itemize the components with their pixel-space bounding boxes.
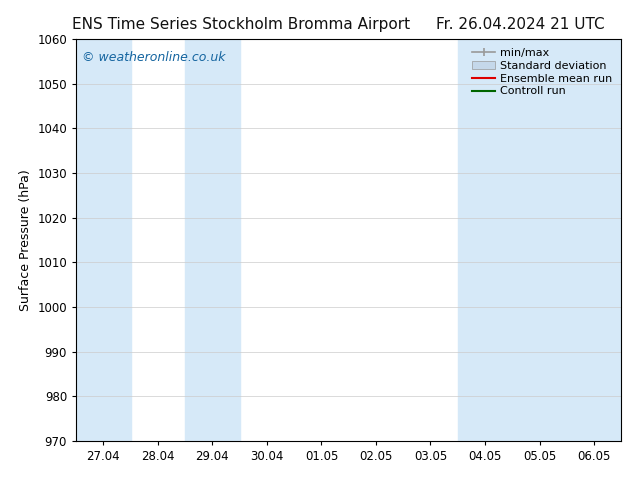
Bar (76, 39, 131, 441)
Text: ENS Time Series Stockholm Bromma Airport: ENS Time Series Stockholm Bromma Airport (72, 17, 410, 32)
Bar (458, 39, 512, 441)
Legend: min/max, Standard deviation, Ensemble mean run, Controll run: min/max, Standard deviation, Ensemble me… (469, 45, 616, 100)
Bar (512, 39, 567, 441)
Y-axis label: Surface Pressure (hPa): Surface Pressure (hPa) (19, 169, 32, 311)
Text: Fr. 26.04.2024 21 UTC: Fr. 26.04.2024 21 UTC (436, 17, 604, 32)
Bar (567, 39, 621, 441)
Text: © weatheronline.co.uk: © weatheronline.co.uk (82, 51, 225, 64)
Title: ENS Time Series Stockholm Bromma Airport      Fr. 26.04.2024 21 UTC: ENS Time Series Stockholm Bromma Airport… (0, 489, 1, 490)
Bar (185, 39, 240, 441)
